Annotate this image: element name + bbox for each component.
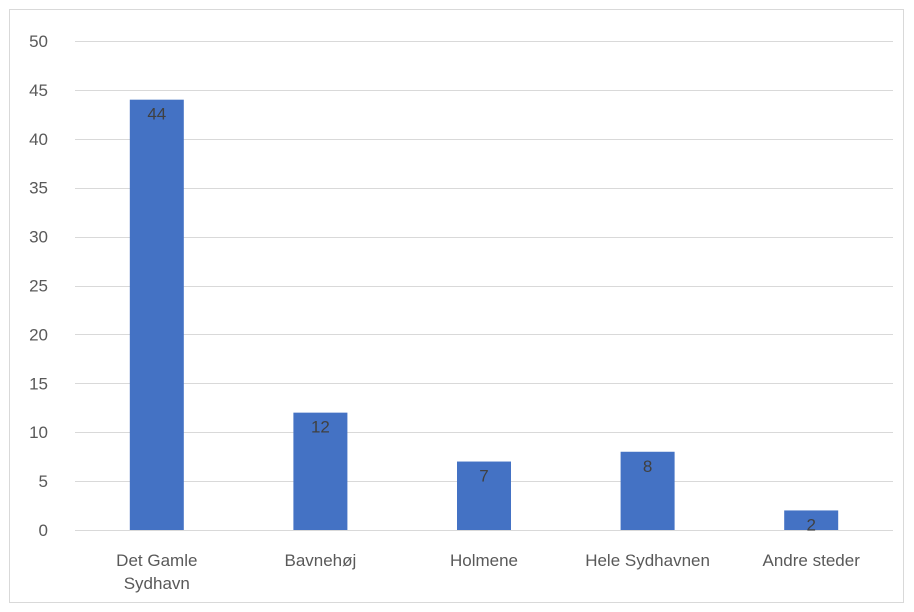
x-axis-category-labels: Det Gamle Sydhavn Bavnehøj Holmene Hele Sydh…	[116, 551, 860, 593]
y-tick-label: 40	[29, 130, 48, 149]
bar	[457, 461, 511, 530]
bar	[129, 99, 184, 531]
data-label: 8	[643, 457, 652, 476]
x-category-label: Holmene	[450, 551, 518, 570]
y-tick-label: 50	[29, 32, 48, 51]
bar	[784, 510, 839, 530]
x-category-label: Det Gamle Sydhavn	[116, 551, 197, 593]
data-label: 44	[147, 105, 166, 124]
x-category-label: Andre steder	[763, 551, 861, 570]
y-tick-label: 35	[29, 179, 48, 198]
y-axis-tick-labels: 0 5 10 15 20 25 30 35 40 45 50	[29, 32, 48, 540]
x-category-label: Hele Sydhavnen	[585, 551, 710, 570]
gridlines	[75, 41, 893, 531]
data-label: 12	[311, 418, 330, 437]
y-tick-label: 5	[39, 472, 48, 491]
bar	[620, 451, 675, 530]
data-label: 2	[806, 515, 815, 534]
data-labels: 44 12 7 8 2	[147, 105, 816, 535]
x-category-label: Bavnehøj	[284, 551, 356, 570]
bar	[293, 412, 348, 530]
y-tick-label: 20	[29, 325, 48, 344]
y-tick-label: 30	[29, 228, 48, 247]
bars	[129, 99, 839, 531]
y-tick-label: 45	[29, 81, 48, 100]
data-label: 7	[479, 467, 488, 486]
y-tick-label: 15	[29, 374, 48, 393]
y-tick-label: 0	[39, 521, 48, 540]
y-tick-label: 10	[29, 423, 48, 442]
y-tick-label: 25	[29, 277, 48, 296]
